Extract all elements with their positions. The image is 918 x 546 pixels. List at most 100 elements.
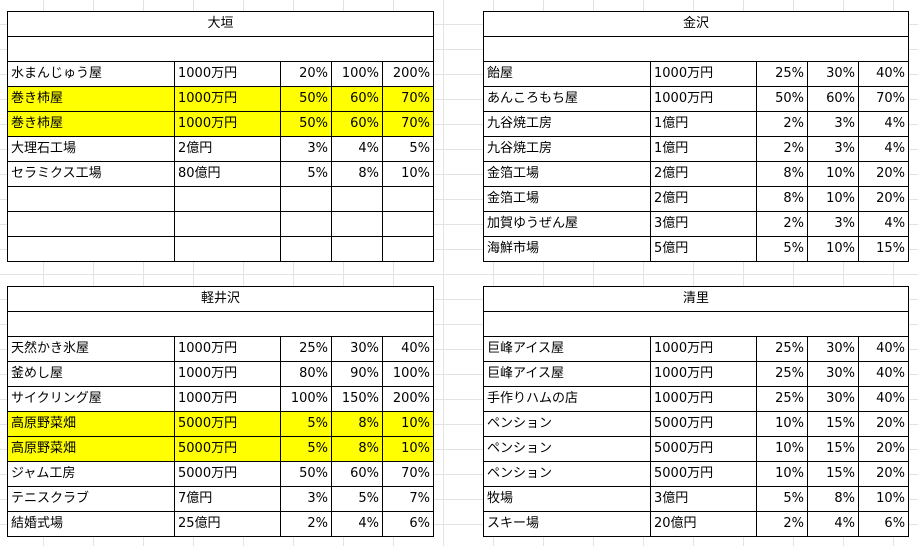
- name-cell[interactable]: 金箔工場: [483, 186, 651, 212]
- rate-cell-1[interactable]: 25%: [756, 361, 808, 387]
- rate-cell-3[interactable]: 10%: [382, 411, 434, 437]
- rate-cell-2[interactable]: 4%: [331, 511, 383, 537]
- rate-cell-2[interactable]: 4%: [331, 136, 383, 162]
- rate-cell-1[interactable]: [280, 186, 332, 212]
- empty-cell[interactable]: [6, 36, 435, 62]
- cost-cell[interactable]: [174, 186, 281, 212]
- rate-cell-2[interactable]: 100%: [331, 61, 383, 87]
- rate-cell-2[interactable]: 8%: [331, 411, 383, 437]
- rate-cell-1[interactable]: 3%: [280, 486, 332, 512]
- rate-cell-1[interactable]: 50%: [280, 111, 332, 137]
- cost-cell[interactable]: 1000万円: [650, 61, 757, 87]
- cost-cell[interactable]: 2億円: [174, 136, 281, 162]
- rate-cell-2[interactable]: 8%: [331, 436, 383, 462]
- rate-cell-3[interactable]: 70%: [857, 86, 910, 112]
- rate-cell-1[interactable]: 10%: [756, 461, 808, 487]
- table-title[interactable]: 清里: [482, 286, 910, 312]
- rate-cell-3[interactable]: 40%: [857, 361, 910, 387]
- cost-cell[interactable]: 5000万円: [174, 461, 281, 487]
- rate-cell-3[interactable]: 100%: [382, 361, 434, 387]
- name-cell[interactable]: 金箔工場: [483, 161, 651, 187]
- table-title[interactable]: 軽井沢: [7, 286, 434, 312]
- rate-cell-3[interactable]: 4%: [857, 136, 910, 162]
- rate-cell-3[interactable]: 20%: [857, 186, 910, 212]
- rate-cell-3[interactable]: 70%: [382, 461, 434, 487]
- name-cell[interactable]: セラミクス工場: [7, 161, 175, 187]
- rate-cell-2[interactable]: 30%: [807, 336, 859, 362]
- cost-cell[interactable]: 2億円: [650, 161, 757, 187]
- empty-cell[interactable]: [482, 36, 910, 62]
- rate-cell-3[interactable]: 20%: [857, 436, 910, 462]
- rate-cell-2[interactable]: 10%: [807, 161, 859, 187]
- cost-cell[interactable]: 3億円: [650, 211, 757, 237]
- rate-cell-2[interactable]: [331, 236, 383, 262]
- rate-cell-3[interactable]: [381, 211, 435, 237]
- rate-cell-1[interactable]: 8%: [756, 186, 808, 212]
- name-cell[interactable]: 高原野菜畑: [7, 436, 175, 462]
- name-cell[interactable]: 九谷焼工房: [483, 111, 651, 137]
- rate-cell-2[interactable]: 90%: [331, 361, 383, 387]
- rate-cell-3[interactable]: 200%: [382, 386, 434, 412]
- rate-cell-3[interactable]: 4%: [857, 211, 910, 237]
- name-cell[interactable]: あんころもち屋: [483, 86, 651, 112]
- rate-cell-1[interactable]: 25%: [280, 336, 332, 362]
- name-cell[interactable]: [7, 186, 175, 212]
- rate-cell-1[interactable]: 2%: [756, 136, 808, 162]
- rate-cell-1[interactable]: [280, 211, 332, 237]
- rate-cell-3[interactable]: [381, 236, 435, 262]
- name-cell[interactable]: 水まんじゅう屋: [7, 61, 175, 87]
- rate-cell-1[interactable]: 2%: [756, 511, 808, 537]
- name-cell[interactable]: ペンション: [483, 461, 651, 487]
- rate-cell-1[interactable]: 100%: [280, 386, 332, 412]
- rate-cell-3[interactable]: [381, 186, 435, 212]
- name-cell[interactable]: 手作りハムの店: [483, 386, 651, 412]
- rate-cell-1[interactable]: 50%: [756, 86, 808, 112]
- cost-cell[interactable]: 1000万円: [174, 361, 281, 387]
- name-cell[interactable]: 大理石工場: [7, 136, 175, 162]
- rate-cell-1[interactable]: 20%: [280, 61, 332, 87]
- rate-cell-3[interactable]: 70%: [381, 86, 435, 112]
- rate-cell-3[interactable]: 40%: [857, 386, 910, 412]
- rate-cell-1[interactable]: 10%: [756, 436, 808, 462]
- rate-cell-2[interactable]: 3%: [807, 136, 859, 162]
- rate-cell-1[interactable]: 8%: [756, 161, 808, 187]
- rate-cell-2[interactable]: 15%: [807, 436, 859, 462]
- name-cell[interactable]: [7, 236, 175, 262]
- name-cell[interactable]: ペンション: [483, 436, 651, 462]
- rate-cell-3[interactable]: 200%: [381, 61, 435, 87]
- rate-cell-2[interactable]: 4%: [807, 511, 859, 537]
- cost-cell[interactable]: 7億円: [174, 486, 281, 512]
- rate-cell-1[interactable]: [280, 236, 332, 262]
- rate-cell-3[interactable]: 10%: [382, 436, 434, 462]
- rate-cell-1[interactable]: 50%: [280, 86, 332, 112]
- cost-cell[interactable]: 5000万円: [174, 411, 281, 437]
- name-cell[interactable]: 巻き柿屋: [7, 86, 175, 112]
- rate-cell-1[interactable]: 50%: [280, 461, 332, 487]
- rate-cell-3[interactable]: 6%: [857, 511, 910, 537]
- rate-cell-2[interactable]: 60%: [331, 86, 383, 112]
- cost-cell[interactable]: 1000万円: [174, 86, 281, 112]
- rate-cell-3[interactable]: 7%: [382, 486, 434, 512]
- empty-cell[interactable]: [7, 311, 434, 337]
- cost-cell[interactable]: 1000万円: [174, 61, 281, 87]
- rate-cell-2[interactable]: 30%: [807, 61, 859, 87]
- rate-cell-1[interactable]: 2%: [756, 211, 808, 237]
- rate-cell-2[interactable]: [331, 211, 383, 237]
- cost-cell[interactable]: 5000万円: [174, 436, 281, 462]
- cost-cell[interactable]: 5000万円: [650, 411, 757, 437]
- name-cell[interactable]: サイクリング屋: [7, 386, 175, 412]
- name-cell[interactable]: 飴屋: [483, 61, 651, 87]
- cost-cell[interactable]: 3億円: [650, 486, 757, 512]
- rate-cell-1[interactable]: 5%: [756, 236, 808, 262]
- cost-cell[interactable]: 2億円: [650, 186, 757, 212]
- rate-cell-2[interactable]: 5%: [331, 486, 383, 512]
- rate-cell-2[interactable]: 15%: [807, 411, 859, 437]
- name-cell[interactable]: 天然かき氷屋: [7, 336, 175, 362]
- cost-cell[interactable]: 5億円: [650, 236, 757, 262]
- rate-cell-1[interactable]: 2%: [756, 111, 808, 137]
- cost-cell[interactable]: 1000万円: [174, 111, 281, 137]
- rate-cell-1[interactable]: 2%: [280, 511, 332, 537]
- rate-cell-1[interactable]: 3%: [280, 136, 332, 162]
- rate-cell-2[interactable]: 15%: [807, 461, 859, 487]
- name-cell[interactable]: [7, 211, 175, 237]
